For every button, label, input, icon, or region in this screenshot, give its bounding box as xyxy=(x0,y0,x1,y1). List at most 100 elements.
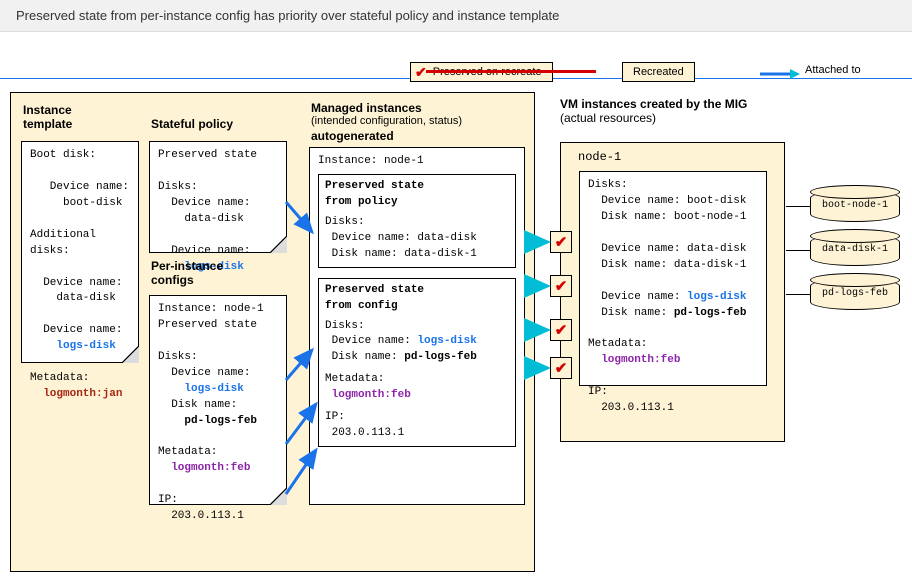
policy-title: Preserved state from policy xyxy=(325,179,509,211)
disk-data: data-disk-1 xyxy=(810,234,900,266)
fold-icon xyxy=(121,345,139,363)
check-icon: ✔ xyxy=(555,233,568,251)
v-l3: Disk name: boot-node-1 xyxy=(588,211,746,223)
cfg-l7: 203.0.113.1 xyxy=(325,426,509,442)
s-l5: Device name: xyxy=(158,245,250,257)
cfg-l4: Metadata: xyxy=(325,372,509,388)
vm-title: VM instances created by the MIG (actual … xyxy=(560,97,747,125)
v-l5: Disk name: data-disk-1 xyxy=(588,259,746,271)
disk-connector-3 xyxy=(786,294,810,295)
v-l8: Metadata: xyxy=(588,338,647,350)
p-l10: IP: xyxy=(158,494,178,506)
vm-title1: VM instances created by the MIG xyxy=(560,97,747,111)
disk-boot-label: boot-node-1 xyxy=(822,200,888,211)
perinstance-title: Per-instance configs xyxy=(151,259,223,287)
vm-box: Disks: Device name: boot-disk Disk name:… xyxy=(560,142,785,442)
disk-boot: boot-node-1 xyxy=(810,190,900,222)
check-metadata: ✔ xyxy=(550,319,572,341)
legend-recreated-label: Recreated xyxy=(633,66,684,78)
disk-connector-1 xyxy=(786,206,810,207)
mig-box: Instance template Stateful policy Manage… xyxy=(10,92,535,572)
template-title: Instance template xyxy=(23,103,72,131)
vm-card: Disks: Device name: boot-disk Disk name:… xyxy=(579,171,767,386)
preserved-from-config: Preserved state from config Disks: Devic… xyxy=(318,278,516,447)
check-icon: ✔ xyxy=(555,277,568,295)
cfg-l3a: Disk name: xyxy=(325,351,404,363)
fold-icon xyxy=(269,235,287,253)
legend-attached-label: Attached to xyxy=(805,64,861,76)
check-icon: ✔ xyxy=(555,359,568,377)
p-l8: Metadata: xyxy=(158,446,217,458)
check-logs-disk: ✔ xyxy=(550,275,572,297)
managed-title: Managed instances xyxy=(311,101,422,115)
header-title: Preserved state from per-instance config… xyxy=(16,8,559,23)
t-l4: Additional xyxy=(30,229,96,241)
managed-card: Instance: node-1 Preserved state from po… xyxy=(309,147,525,505)
legend-recreated: Recreated xyxy=(622,62,695,82)
disk-data-label: data-disk-1 xyxy=(822,244,888,255)
check-ip: ✔ xyxy=(550,357,572,379)
pol-l3: Disk name: data-disk-1 xyxy=(325,247,509,263)
cfg-title: Preserved state from config xyxy=(325,283,509,315)
cfg-l5: logmonth:feb xyxy=(325,388,509,404)
v-l1: Disks: xyxy=(588,179,628,191)
cfg-l2b: logs-disk xyxy=(417,335,476,347)
pol-l1: Disks: xyxy=(325,215,509,231)
t-l10: Metadata: xyxy=(30,372,89,384)
cfg-l6: IP: xyxy=(325,410,509,426)
s-l3: Device name: xyxy=(158,197,250,209)
t-l3: boot-disk xyxy=(30,197,122,209)
perinstance-card: Instance: node-1 Preserved state Disks: … xyxy=(149,295,287,505)
t-l1: Boot disk: xyxy=(30,149,96,161)
t-l9: logs-disk xyxy=(30,340,116,352)
v-l9: logmonth:feb xyxy=(588,354,680,366)
p-l4: Device name: xyxy=(158,367,250,379)
v-l2: Device name: boot-disk xyxy=(588,195,746,207)
legend-arrow-icon xyxy=(760,68,800,80)
check-data-disk: ✔ xyxy=(550,231,572,253)
v-l6: logs-disk xyxy=(687,291,746,303)
legend: ✔ Preserved on recreate Recreated Attach… xyxy=(0,54,912,84)
diagram-canvas: ✔ Preserved on recreate Recreated Attach… xyxy=(0,32,912,584)
check-icon: ✔ xyxy=(555,321,568,339)
vm-node-label: node-1 xyxy=(578,150,621,164)
s-l4: data-disk xyxy=(158,213,244,225)
pol-l2: Device name: data-disk xyxy=(325,231,509,247)
managed-instance: Instance: node-1 xyxy=(318,154,516,170)
p-l5: logs-disk xyxy=(158,383,244,395)
disk-logs: pd-logs-feb xyxy=(810,278,900,310)
disk-connector-2 xyxy=(786,250,810,251)
t-l6: Device name: xyxy=(30,277,122,289)
t-l5: disks: xyxy=(30,245,70,257)
p-l7: pd-logs-feb xyxy=(158,415,257,427)
preserved-from-policy: Preserved state from policy Disks: Devic… xyxy=(318,174,516,268)
p-l6: Disk name: xyxy=(158,399,237,411)
v-l11: 203.0.113.1 xyxy=(588,402,674,414)
p-l9: logmonth:feb xyxy=(158,462,250,474)
fold-icon xyxy=(269,487,287,505)
cfg-l1: Disks: xyxy=(325,319,509,335)
t-l8: Device name: xyxy=(30,324,122,336)
check-icon: ✔ xyxy=(415,65,427,79)
stateful-card: Preserved state Disks: Device name: data… xyxy=(149,141,287,253)
p-l11: 203.0.113.1 xyxy=(158,510,244,522)
t-l11: logmonth:jan xyxy=(30,388,122,400)
managed-sub2: autogenerated xyxy=(311,129,394,143)
p-l3: Disks: xyxy=(158,351,198,363)
s-l2: Disks: xyxy=(158,181,198,193)
t-l7: data-disk xyxy=(30,292,116,304)
disk-logs-label: pd-logs-feb xyxy=(822,288,888,299)
p-l1: Instance: node-1 xyxy=(158,303,264,315)
managed-sub: (intended configuration, status) xyxy=(311,115,462,127)
v-l10: IP: xyxy=(588,386,608,398)
vm-title2: (actual resources) xyxy=(560,111,747,125)
p-l2: Preserved state xyxy=(158,319,257,331)
v-l4: Device name: data-disk xyxy=(588,243,746,255)
t-l2: Device name: xyxy=(30,181,129,193)
cfg-l2a: Device name: xyxy=(325,335,417,347)
template-card: Boot disk: Device name: boot-disk Additi… xyxy=(21,141,139,363)
page-header: Preserved state from per-instance config… xyxy=(0,0,912,32)
v-l7: pd-logs-feb xyxy=(674,307,747,319)
cfg-l3b: pd-logs-feb xyxy=(404,351,477,363)
legend-red-line xyxy=(426,70,596,73)
